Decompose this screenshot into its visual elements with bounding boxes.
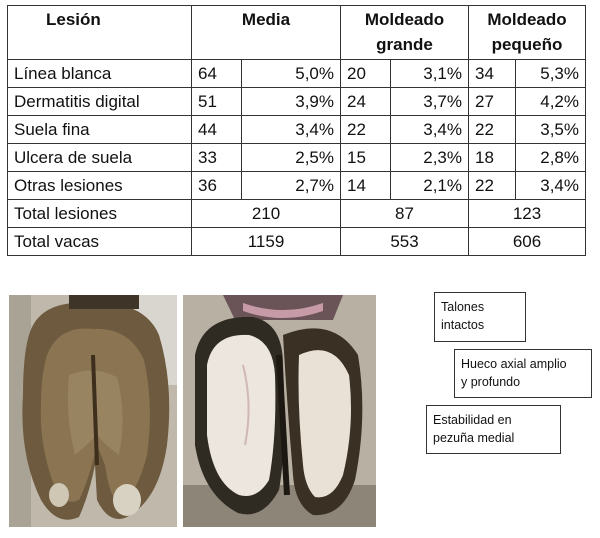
callout-estabilidad-line2: pezuña medial <box>433 431 515 445</box>
header-moldeado-grande: Moldeado grande <box>340 5 469 60</box>
row-name: Línea blanca <box>7 59 192 88</box>
header-moldeado-grande-line1: Moldeado <box>364 10 445 29</box>
row-name: Ulcera de suela <box>7 143 192 172</box>
pequeno-count: 34 <box>468 59 516 88</box>
media-count: 64 <box>191 59 242 88</box>
total-name: Total vacas <box>7 227 192 256</box>
grande-percent: 3,4% <box>390 115 469 144</box>
pequeno-count: 18 <box>468 143 516 172</box>
header-media: Media <box>191 5 341 60</box>
pequeno-percent: 3,4% <box>515 171 586 200</box>
callout-talones-line2: intactos <box>441 318 485 332</box>
table-row: Dermatitis digital 51 3,9% 24 3,7% 27 4,2% <box>7 87 586 116</box>
table-body: Línea blanca 64 5,0% 20 3,1% 34 5,3% Dermatitis… <box>7 59 586 256</box>
media-percent: 3,4% <box>241 115 341 144</box>
callout-hueco-line1: Hueco axial amplio <box>461 357 567 371</box>
row-name: Suela fina <box>7 115 192 144</box>
grande-count: 22 <box>340 115 391 144</box>
grande-count: 15 <box>340 143 391 172</box>
grande-percent: 2,3% <box>390 143 469 172</box>
total-media: 210 <box>191 199 341 228</box>
media-count: 33 <box>191 143 242 172</box>
total-grande: 87 <box>340 199 469 228</box>
header-moldeado-pequeno: Moldeado pequeño <box>468 5 586 60</box>
grande-count: 14 <box>340 171 391 200</box>
media-percent: 5,0% <box>241 59 341 88</box>
media-percent: 2,5% <box>241 143 341 172</box>
total-pequeno: 123 <box>468 199 586 228</box>
callout-talones-intactos: Talones intactos <box>434 292 526 342</box>
total-pequeno: 606 <box>468 227 586 256</box>
header-moldeado-pequeno-line2: pequeño <box>491 35 563 54</box>
table-row: Otras lesiones 36 2,7% 14 2,1% 22 3,4% <box>7 171 586 200</box>
media-count: 44 <box>191 115 242 144</box>
pequeno-percent: 3,5% <box>515 115 586 144</box>
grande-percent: 3,7% <box>390 87 469 116</box>
grande-percent: 2,1% <box>390 171 469 200</box>
table-row: Ulcera de suela 33 2,5% 15 2,3% 18 2,8% <box>7 143 586 172</box>
row-name: Dermatitis digital <box>7 87 192 116</box>
callout-hueco-axial: Hueco axial amplio y profundo <box>454 349 592 398</box>
header-moldeado-pequeno-line1: Moldeado <box>487 10 567 29</box>
media-count: 51 <box>191 87 242 116</box>
pequeno-percent: 2,8% <box>515 143 586 172</box>
grande-count: 24 <box>340 87 391 116</box>
table-row: Suela fina 44 3,4% 22 3,4% 22 3,5% <box>7 115 586 144</box>
hoof-after-illustration <box>183 295 376 527</box>
pequeno-count: 27 <box>468 87 516 116</box>
pequeno-count: 22 <box>468 171 516 200</box>
media-count: 36 <box>191 171 242 200</box>
hoof-before-illustration <box>9 295 177 527</box>
callout-hueco-line2: y profundo <box>461 375 521 389</box>
hoof-photo-after <box>183 295 376 527</box>
total-media: 1159 <box>191 227 341 256</box>
callout-talones-line1: Talones <box>441 300 485 314</box>
total-name: Total lesiones <box>7 199 192 228</box>
lesion-table: Lesión Media Moldeado grande Moldeado pe… <box>7 5 586 256</box>
callout-estabilidad: Estabilidad en pezuña medial <box>426 405 561 454</box>
pequeno-percent: 5,3% <box>515 59 586 88</box>
callout-estabilidad-line1: Estabilidad en <box>433 413 512 427</box>
pequeno-percent: 4,2% <box>515 87 586 116</box>
header-lesion: Lesión <box>7 5 192 60</box>
media-percent: 3,9% <box>241 87 341 116</box>
total-grande: 553 <box>340 227 469 256</box>
table-header-row: Lesión Media Moldeado grande Moldeado pe… <box>7 5 586 60</box>
pequeno-count: 22 <box>468 115 516 144</box>
row-name: Otras lesiones <box>7 171 192 200</box>
header-moldeado-grande-line2: grande <box>376 35 433 54</box>
table-row: Línea blanca 64 5,0% 20 3,1% 34 5,3% <box>7 59 586 88</box>
table-total-row: Total vacas 1159 553 606 <box>7 227 586 256</box>
hoof-photo-before <box>9 295 177 527</box>
grande-count: 20 <box>340 59 391 88</box>
grande-percent: 3,1% <box>390 59 469 88</box>
media-percent: 2,7% <box>241 171 341 200</box>
table-total-row: Total lesiones 210 87 123 <box>7 199 586 228</box>
